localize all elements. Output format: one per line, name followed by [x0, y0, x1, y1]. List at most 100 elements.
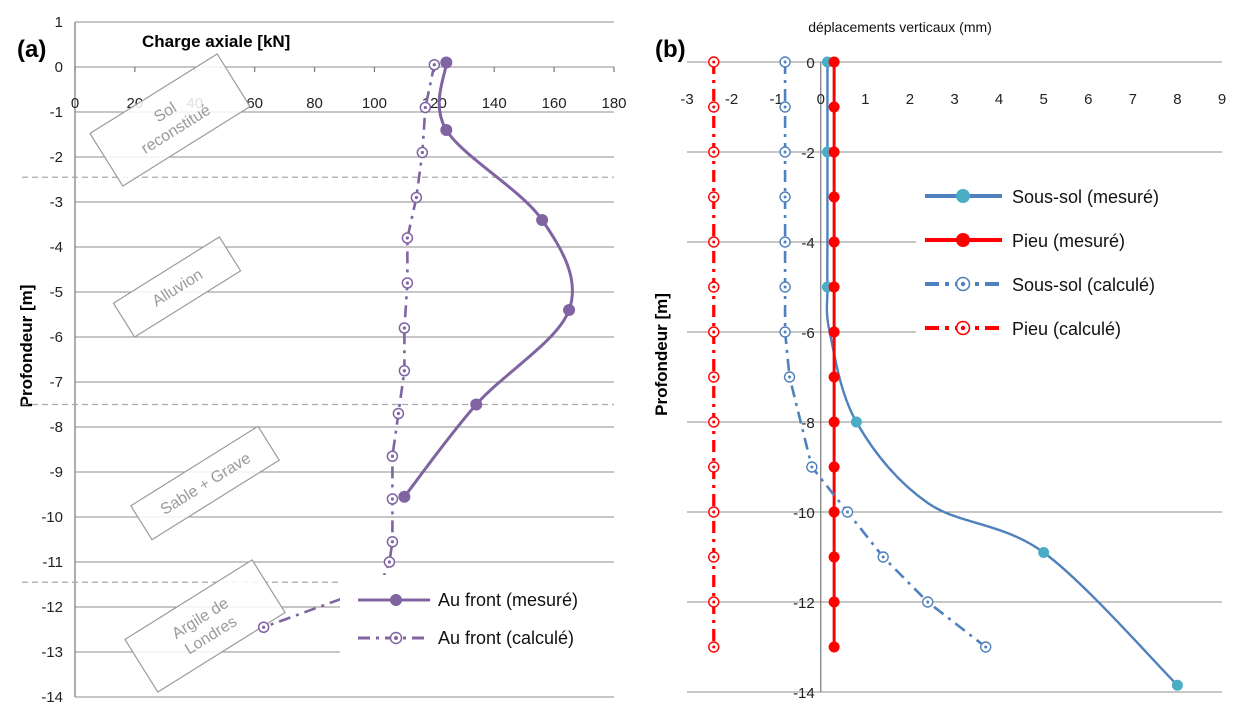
x-tick-label: 180 [601, 95, 626, 112]
data-point-dot [405, 281, 409, 285]
data-point-dot [783, 105, 787, 109]
data-point-dot [712, 105, 716, 109]
x-tick-label: -3 [680, 91, 693, 108]
data-point-sous-sol-mesur [850, 416, 862, 428]
x-tick-label: -1 [769, 91, 782, 108]
legend-swatch-dot [394, 636, 398, 640]
data-point-dot [390, 454, 395, 458]
data-point-dot [712, 375, 716, 379]
y-tick-label: -10 [41, 509, 63, 526]
data-point-dot [405, 236, 409, 240]
data-point-pieu-mesur [828, 461, 840, 473]
legend-swatch-dot [960, 325, 966, 331]
data-point-au-front-mesur [536, 214, 549, 226]
data-point-pieu-mesur [828, 236, 840, 248]
layer-label-sable-grave: Sable + Grave [129, 425, 281, 541]
data-point-dot [414, 195, 418, 200]
y-tick-label: -7 [50, 374, 63, 391]
y-tick-label: 1 [55, 14, 63, 31]
legend-entry-sous-sol-calcul: Sous-sol (calculé) [1012, 275, 1155, 295]
legend-a-background [340, 575, 640, 657]
data-point-dot [432, 63, 436, 67]
data-point-dot [423, 105, 427, 110]
data-point-dot [712, 60, 716, 64]
data-point-dot [402, 369, 406, 373]
data-point-dot [712, 465, 716, 469]
data-point-pieu-mesur [828, 146, 840, 158]
data-point-au-front-mesur [398, 490, 411, 503]
data-point-dot [712, 330, 716, 334]
legend-swatch-marker [956, 233, 970, 247]
panel-b-chart: 0-2-4-6-8-10-12-14-3 -2 -1 0 1 2 3 4 5 6 7 8 9(b)dép… [652, 19, 1228, 702]
y-tick-label: -3 [50, 194, 63, 211]
x-tick-label: 8 [1173, 91, 1181, 108]
series-line-au-front-mesur [403, 62, 574, 498]
y-tick-label: -8 [801, 415, 814, 432]
x-tick-label: 3 [950, 91, 958, 108]
data-point-dot [712, 600, 716, 604]
y-axis-title-b: Profondeur [m] [652, 293, 671, 416]
data-point-pieu-mesur [828, 281, 840, 293]
y-tick-label: 0 [55, 59, 63, 76]
x-tick-label: -2 [725, 91, 738, 108]
x-tick-label: 6 [1084, 91, 1092, 108]
legend-swatch-dot [960, 281, 966, 287]
data-point-dot [712, 555, 716, 559]
data-point-dot [926, 600, 930, 604]
x-tick-label: 5 [1039, 91, 1047, 108]
data-point-dot [712, 510, 716, 514]
data-point-dot [783, 150, 787, 154]
data-point-dot [390, 540, 395, 544]
data-point-dot [402, 326, 406, 330]
x-axis-title-a: Charge axiale [kN] [142, 32, 290, 51]
y-tick-label: 0 [806, 55, 814, 72]
series-line-sous-sol-mesur [825, 61, 1179, 687]
panel-a-chart: 10-1-2-3-4-5-6-7-8-9-10-11-12-13-1402040… [17, 14, 640, 706]
layer-label-box [129, 425, 281, 541]
x-axis-title-b: déplacements verticaux (mm) [808, 19, 992, 35]
data-point-dot [262, 625, 266, 629]
y-tick-label: -12 [793, 595, 815, 612]
legend-b: Sous-sol (mesuré) Pieu (mesuré) Sous-sol (… [916, 170, 1228, 352]
y-tick-label: -6 [801, 325, 814, 342]
y-tick-label: -1 [50, 104, 63, 121]
data-point-dot [783, 240, 787, 244]
data-point-dot [810, 465, 814, 469]
data-point-dot [387, 560, 392, 564]
y-tick-label: -9 [50, 464, 63, 481]
data-point-dot [783, 285, 787, 289]
y-tick-label: -6 [50, 329, 63, 346]
panel-label-b: (b) [655, 36, 686, 63]
data-point-dot [712, 195, 716, 199]
data-point-au-front-mesur [440, 124, 453, 136]
data-point-pieu-mesur [828, 56, 840, 68]
panel-label-a: (a) [17, 36, 46, 63]
data-point-au-front-mesur [470, 398, 483, 411]
data-point-pieu-mesur [828, 416, 840, 428]
data-point-dot [846, 510, 849, 514]
y-tick-label: -2 [801, 145, 814, 162]
series-line-au-front-calcul [263, 64, 436, 629]
x-tick-label: 60 [246, 95, 263, 112]
data-point-dot [783, 330, 787, 334]
y-tick-label: -4 [801, 235, 814, 252]
legend-a: Au front (mesuré) Au front (calculé) [340, 575, 640, 657]
data-point-pieu-mesur [828, 371, 840, 383]
data-point-dot [712, 285, 716, 289]
y-tick-label: -2 [50, 149, 63, 166]
data-point-dot [881, 555, 885, 559]
data-point-dot [712, 150, 716, 154]
x-tick-label: 0 [71, 95, 79, 112]
x-tick-label: 1 [861, 91, 869, 108]
y-tick-label: -10 [793, 505, 815, 522]
y-tick-label: -11 [42, 554, 63, 571]
y-tick-label: -14 [793, 685, 815, 702]
y-tick-label: -4 [50, 239, 63, 256]
y-tick-label: -12 [41, 599, 63, 616]
y-tick-label: -8 [50, 419, 63, 436]
data-point-dot [420, 150, 424, 155]
legend-entry-pieu-mesur: Pieu (mesuré) [1012, 231, 1125, 251]
data-point-dot [788, 375, 792, 379]
legend-swatch-marker [390, 594, 402, 606]
data-point-pieu-mesur [828, 101, 840, 113]
